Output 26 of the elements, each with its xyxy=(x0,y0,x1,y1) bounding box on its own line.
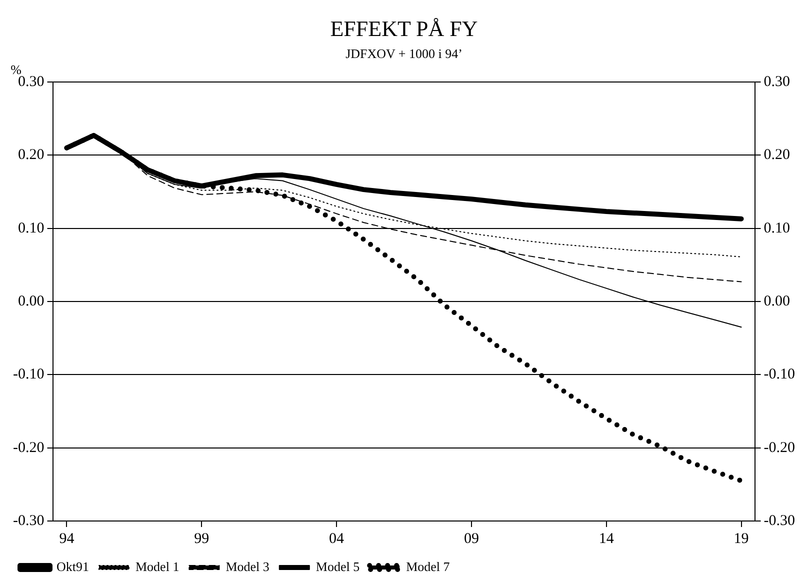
y2-tick-label: -0.10 xyxy=(764,366,796,383)
y-tick-label: 0.00 xyxy=(18,293,44,310)
y-tick-label: 0.20 xyxy=(18,147,44,164)
x-tick-label: 14 xyxy=(598,530,614,547)
chart-title: EFFEKT PÅ FY xyxy=(330,16,478,41)
legend-label: Okt91 xyxy=(56,558,89,574)
legend-label: Model 7 xyxy=(406,558,450,574)
y2-tick-label: 0.30 xyxy=(764,74,790,90)
legend-label: Model 1 xyxy=(136,558,180,574)
x-tick-label: 04 xyxy=(329,530,345,547)
chart-subtitle: JDFXOV + 1000 i 94’ xyxy=(346,46,462,61)
y2-tick-label: 0.00 xyxy=(764,293,790,310)
x-tick-label: 99 xyxy=(194,530,210,547)
legend-label: Model 3 xyxy=(226,558,270,574)
y2-tick-label: -0.30 xyxy=(764,512,796,529)
x-tick-label: 19 xyxy=(734,530,749,547)
y-tick-label: -0.10 xyxy=(12,366,44,383)
x-tick-label: 94 xyxy=(59,530,75,547)
y2-tick-label: 0.20 xyxy=(764,147,790,164)
legend-label: Model 5 xyxy=(316,558,360,574)
y-tick-label: -0.30 xyxy=(12,512,44,529)
y-tick-label: 0.10 xyxy=(18,220,44,236)
y-tick-label: -0.20 xyxy=(12,440,44,456)
y2-tick-label: -0.20 xyxy=(764,440,796,456)
y2-tick-label: 0.10 xyxy=(764,220,790,236)
x-tick-label: 09 xyxy=(464,530,479,547)
